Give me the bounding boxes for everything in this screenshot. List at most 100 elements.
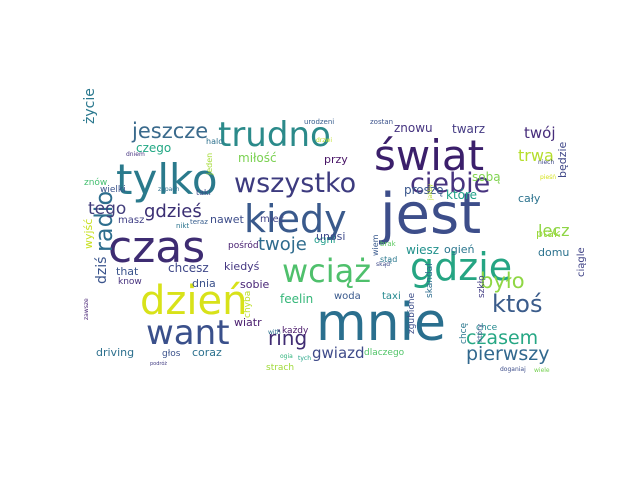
cloud-word: kiedy	[244, 197, 347, 241]
cloud-word: want	[146, 313, 230, 353]
cloud-word: tylko	[116, 155, 218, 204]
cloud-word: zostan	[370, 118, 393, 126]
cloud-word: ogni	[314, 235, 336, 246]
cloud-word: proszę	[404, 183, 444, 197]
cloud-word: zapach	[158, 186, 180, 193]
cloud-word: doganiaj	[500, 366, 526, 373]
cloud-word: trwa	[518, 146, 554, 165]
cloud-word: świat	[374, 131, 484, 180]
cloud-word: mnie	[316, 293, 446, 353]
cloud-word: drzwi	[316, 137, 332, 144]
cloud-word: that	[116, 265, 139, 278]
cloud-word: taki	[196, 188, 211, 197]
cloud-word: pośród	[228, 240, 259, 251]
cloud-word: wciąż	[282, 252, 371, 290]
cloud-word: tych	[298, 355, 311, 362]
cloud-word: wiele	[534, 367, 550, 374]
cloud-word: wielki	[100, 185, 126, 195]
cloud-word: zawsze	[83, 298, 90, 320]
cloud-word: wszystko	[234, 168, 356, 199]
cloud-word: wyjść	[82, 219, 95, 249]
cloud-word: dnia	[192, 277, 216, 290]
cloud-word: halo	[206, 137, 223, 146]
cloud-word: coraz	[192, 346, 222, 359]
cloud-word: ptak	[536, 227, 561, 240]
cloud-word: który	[476, 324, 484, 342]
cloud-word: kiedyś	[224, 260, 260, 273]
cloud-word: podróż	[150, 360, 167, 367]
cloud-word: jeszcze	[131, 119, 208, 143]
cloud-word: szkło	[477, 275, 487, 298]
cloud-word: mieć	[260, 213, 284, 225]
cloud-word: niech	[538, 159, 554, 166]
cloud-word: woda	[334, 291, 361, 302]
cloud-word: with	[268, 329, 281, 336]
cloud-word: ktoś	[492, 290, 543, 318]
cloud-word: gdzie	[410, 245, 512, 289]
cloud-word: czasem	[466, 327, 538, 349]
cloud-word: nikt	[176, 222, 189, 230]
cloud-word: know	[118, 277, 142, 287]
cloud-word: czego	[136, 141, 171, 155]
cloud-word: masz	[118, 215, 144, 226]
cloud-word: feelin	[280, 292, 313, 306]
cloud-word: chyba	[243, 291, 253, 318]
cloud-word: wiem	[371, 234, 380, 256]
cloud-word: jakby	[427, 183, 434, 201]
cloud-word: brak	[380, 240, 397, 248]
cloud-word: taxi	[382, 291, 401, 302]
cloud-word: twarz	[452, 122, 485, 136]
cloud-word: sobie	[240, 278, 269, 291]
cloud-word: ciebie	[410, 168, 490, 199]
cloud-word: będzie	[556, 141, 569, 178]
cloud-word: trudno	[218, 115, 331, 155]
cloud-word: unosi	[316, 230, 345, 243]
cloud-word: strach	[266, 363, 294, 373]
cloud-word: ciągle	[576, 247, 587, 277]
cloud-word: dniem	[126, 151, 145, 158]
cloud-word: pierwszy	[466, 343, 550, 365]
cloud-word: wiatr	[234, 316, 262, 329]
cloud-word: było	[480, 269, 525, 293]
cloud-word: głos	[162, 349, 181, 359]
cloud-word: miłość	[238, 151, 277, 165]
cloud-word: skąd	[376, 261, 390, 268]
cloud-word: lecz	[538, 221, 569, 240]
cloud-word: driving	[96, 346, 134, 359]
cloud-word: radio	[90, 191, 118, 252]
cloud-word: chcesz	[168, 261, 209, 275]
cloud-word: domu	[538, 246, 569, 259]
cloud-word: dlaczego	[364, 348, 405, 358]
cloud-word: ogień	[444, 243, 475, 256]
cloud-word: stąd	[380, 255, 397, 264]
cloud-word: jeden	[205, 153, 214, 176]
cloud-word: tego	[88, 199, 126, 219]
cloud-word: dziś	[94, 257, 110, 284]
cloud-word: twoje	[258, 234, 307, 255]
cloud-word: teraz	[190, 218, 208, 226]
cloud-word: nawet	[210, 213, 244, 226]
cloud-word: czas	[108, 222, 205, 273]
cloud-word: przy	[324, 153, 348, 166]
cloud-word: ring	[268, 326, 307, 350]
cloud-word: znowu	[394, 121, 433, 135]
cloud-word: każdy	[282, 326, 309, 336]
cloud-word: skandal	[425, 263, 435, 298]
cloud-word: chce	[476, 323, 498, 333]
cloud-word: gwiazd	[312, 344, 365, 362]
cloud-word: chcę	[459, 322, 469, 344]
cloud-word: które	[446, 188, 477, 202]
cloud-word: wiesz	[406, 243, 439, 257]
cloud-word: cały	[518, 192, 541, 205]
cloud-word: pieśń	[540, 174, 556, 181]
cloud-word: gdzieś	[144, 201, 202, 222]
cloud-word: dzień	[140, 278, 247, 324]
cloud-word: życie	[82, 88, 98, 124]
cloud-word: urodzeni	[304, 118, 334, 126]
cloud-word: ogia	[280, 353, 293, 360]
cloud-word: sobą	[472, 170, 501, 184]
cloud-word: znów	[84, 177, 107, 188]
cloud-word: twój	[524, 124, 556, 142]
cloud-word: zgubione	[407, 292, 417, 334]
